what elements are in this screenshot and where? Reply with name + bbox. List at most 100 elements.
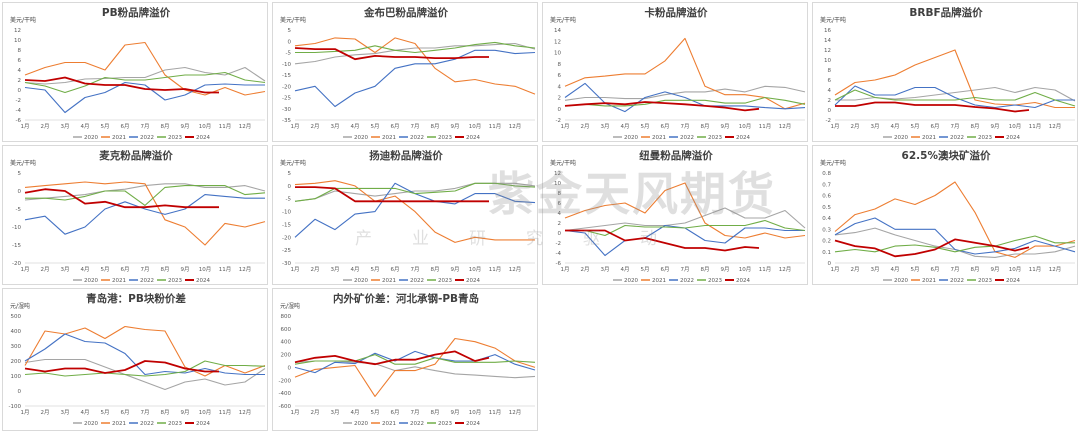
x-tick-label: 8月 xyxy=(431,409,440,416)
x-tick-label: 7月 xyxy=(681,266,690,273)
y-tick-label: -10 xyxy=(12,225,21,231)
series-line-2024 xyxy=(565,229,760,252)
x-tick-label: 7月 xyxy=(411,409,420,416)
x-tick-label: 11月 xyxy=(759,123,772,130)
y-axis-unit: 美元/干吨 xyxy=(820,16,846,24)
y-tick-label: -6 xyxy=(556,261,562,267)
legend-label: 2021 xyxy=(112,421,126,427)
series-line-2022 xyxy=(834,85,1075,109)
y-tick-label: 400 xyxy=(281,340,292,346)
x-tick-label: 1月 xyxy=(561,123,570,130)
series-line-2020 xyxy=(294,182,536,202)
x-tick-label: 7月 xyxy=(951,123,960,130)
chart-title: PB粉品牌溢价 xyxy=(102,6,171,19)
series-line-2024 xyxy=(835,101,1030,113)
y-tick-label: -2 xyxy=(556,118,561,124)
chart-title: 麦克粉品牌溢价 xyxy=(99,149,173,162)
y-tick-label: 0 xyxy=(288,39,292,45)
legend-label: 2020 xyxy=(84,421,98,427)
x-tick-label: 1月 xyxy=(21,266,30,273)
x-tick-label: 7月 xyxy=(681,123,690,130)
chart-title: 卡粉品牌溢价 xyxy=(645,6,708,19)
x-tick-label: 10月 xyxy=(739,123,752,130)
y-tick-label: 10 xyxy=(824,58,831,64)
legend-label: 2024 xyxy=(196,278,210,284)
y-tick-label: 10 xyxy=(14,38,21,44)
legend-label: 2020 xyxy=(894,278,908,284)
series-line-2021 xyxy=(564,182,806,239)
series-line-2020 xyxy=(564,85,806,101)
legend-label: 2022 xyxy=(410,135,424,141)
x-tick-label: 6月 xyxy=(391,123,400,130)
y-tick-label: -6 xyxy=(16,118,22,124)
x-tick-label: 3月 xyxy=(601,266,610,273)
y-axis-unit: 美元/干吨 xyxy=(280,16,306,24)
x-tick-label: 11月 xyxy=(489,266,502,273)
x-tick-label: 9月 xyxy=(991,123,1000,130)
legend-label: 2023 xyxy=(168,421,182,427)
x-tick-label: 12月 xyxy=(1049,123,1062,130)
y-tick-label: 0.4 xyxy=(822,216,831,222)
x-tick-label: 6月 xyxy=(121,266,130,273)
legend-label: 2020 xyxy=(354,278,368,284)
y-tick-label: 12 xyxy=(554,171,561,177)
y-axis-unit: 美元/干吨 xyxy=(550,159,576,167)
y-tick-label: 0 xyxy=(288,365,292,371)
legend-label: 2020 xyxy=(624,278,638,284)
y-tick-label: 0 xyxy=(18,189,22,195)
x-tick-label: 10月 xyxy=(469,123,482,130)
series-line-2024 xyxy=(294,47,489,61)
x-tick-label: 9月 xyxy=(181,123,190,130)
series-line-2024 xyxy=(24,76,219,94)
x-tick-label: 4月 xyxy=(621,266,630,273)
y-axis-unit: 元/湿吨 xyxy=(10,302,30,310)
legend-label: 2020 xyxy=(354,421,368,427)
x-tick-label: 10月 xyxy=(199,409,212,416)
y-tick-label: 16 xyxy=(824,28,831,34)
x-tick-label: 9月 xyxy=(451,123,460,130)
x-tick-label: 12月 xyxy=(779,123,792,130)
legend-label: 2020 xyxy=(354,135,368,141)
x-tick-label: 3月 xyxy=(331,409,340,416)
x-tick-label: 3月 xyxy=(61,409,70,416)
y-tick-label: -2 xyxy=(826,118,831,124)
x-tick-label: 9月 xyxy=(721,123,730,130)
y-tick-label: -2 xyxy=(16,98,21,104)
x-tick-label: 6月 xyxy=(121,123,130,130)
x-tick-label: 2月 xyxy=(311,123,320,130)
chart-panel: 青岛港：PB块粉价差 元/湿吨 -100 0 100 200 300 400 500 1月 2月 3月… xyxy=(2,288,268,431)
y-tick-label: 2 xyxy=(558,96,562,102)
x-tick-label: 5月 xyxy=(641,123,650,130)
legend-label: 2023 xyxy=(978,135,992,141)
y-tick-label: 12 xyxy=(554,39,561,45)
legend-label: 2024 xyxy=(736,278,750,284)
y-tick-label: 14 xyxy=(554,28,561,34)
series-line-2024 xyxy=(24,188,219,209)
x-tick-label: 2月 xyxy=(41,266,50,273)
x-tick-label: 4月 xyxy=(891,266,900,273)
y-tick-label: -30 xyxy=(282,107,291,113)
legend-label: 2024 xyxy=(196,421,210,427)
x-tick-label: 5月 xyxy=(101,409,110,416)
y-tick-label: -200 xyxy=(279,378,292,384)
legend-label: 2023 xyxy=(438,135,452,141)
y-tick-label: 400 xyxy=(11,329,22,335)
x-tick-label: 8月 xyxy=(161,409,170,416)
y-tick-label: 12 xyxy=(14,28,21,34)
chart-title: BRBF品牌溢价 xyxy=(909,6,983,19)
x-tick-label: 10月 xyxy=(1009,266,1022,273)
legend-label: 2022 xyxy=(140,135,154,141)
y-axis-unit: 元/湿吨 xyxy=(280,302,300,310)
x-tick-label: 5月 xyxy=(371,266,380,273)
y-tick-label: -30 xyxy=(282,261,291,267)
legend-label: 2023 xyxy=(708,278,722,284)
x-tick-label: 1月 xyxy=(291,266,300,273)
y-tick-label: 600 xyxy=(281,327,292,333)
legend-label: 2021 xyxy=(382,135,396,141)
y-tick-label: 5 xyxy=(288,28,292,34)
x-tick-label: 2月 xyxy=(851,266,860,273)
x-tick-label: 8月 xyxy=(161,123,170,130)
legend-label: 2021 xyxy=(922,278,936,284)
